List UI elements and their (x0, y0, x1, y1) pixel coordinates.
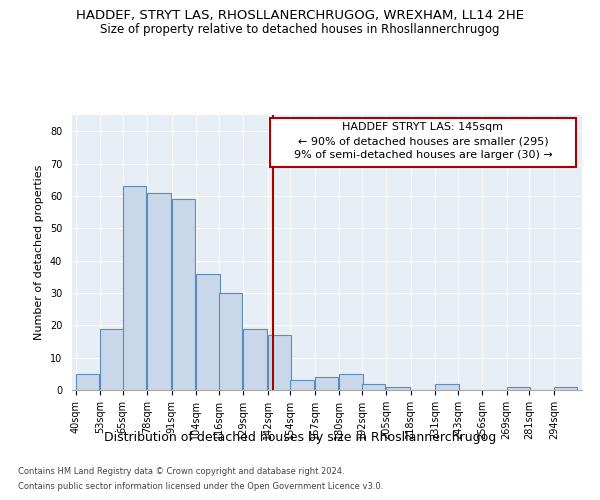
Bar (219, 293, 242, 390)
Text: HADDEF STRYT LAS: 145sqm: HADDEF STRYT LAS: 145sqm (343, 122, 503, 132)
Bar (507, 387, 530, 390)
Bar (268, 335, 291, 390)
Text: Contains HM Land Registry data © Crown copyright and database right 2024.: Contains HM Land Registry data © Crown c… (18, 467, 344, 476)
Bar (386, 387, 410, 390)
Text: Distribution of detached houses by size in Rhosllannerchrugog: Distribution of detached houses by size … (104, 431, 496, 444)
Text: 9% of semi-detached houses are larger (30) →: 9% of semi-detached houses are larger (3… (293, 150, 553, 160)
Bar (172, 199, 195, 390)
Text: Size of property relative to detached houses in Rhosllannerchrugog: Size of property relative to detached ho… (100, 22, 500, 36)
Bar (290, 380, 314, 390)
Bar (123, 186, 146, 390)
Bar (147, 192, 171, 390)
Bar (196, 274, 220, 390)
Bar (315, 377, 338, 390)
Text: HADDEF, STRYT LAS, RHOSLLANERCHRUGOG, WREXHAM, LL14 2HE: HADDEF, STRYT LAS, RHOSLLANERCHRUGOG, WR… (76, 9, 524, 22)
Bar (100, 328, 124, 390)
Bar (339, 374, 363, 390)
Y-axis label: Number of detached properties: Number of detached properties (34, 165, 44, 340)
Text: Contains public sector information licensed under the Open Government Licence v3: Contains public sector information licen… (18, 482, 383, 491)
Bar (76, 374, 99, 390)
Bar (554, 387, 577, 390)
Text: ← 90% of detached houses are smaller (295): ← 90% of detached houses are smaller (29… (298, 136, 548, 146)
Bar (243, 328, 267, 390)
Bar (362, 384, 385, 390)
Bar (435, 384, 459, 390)
